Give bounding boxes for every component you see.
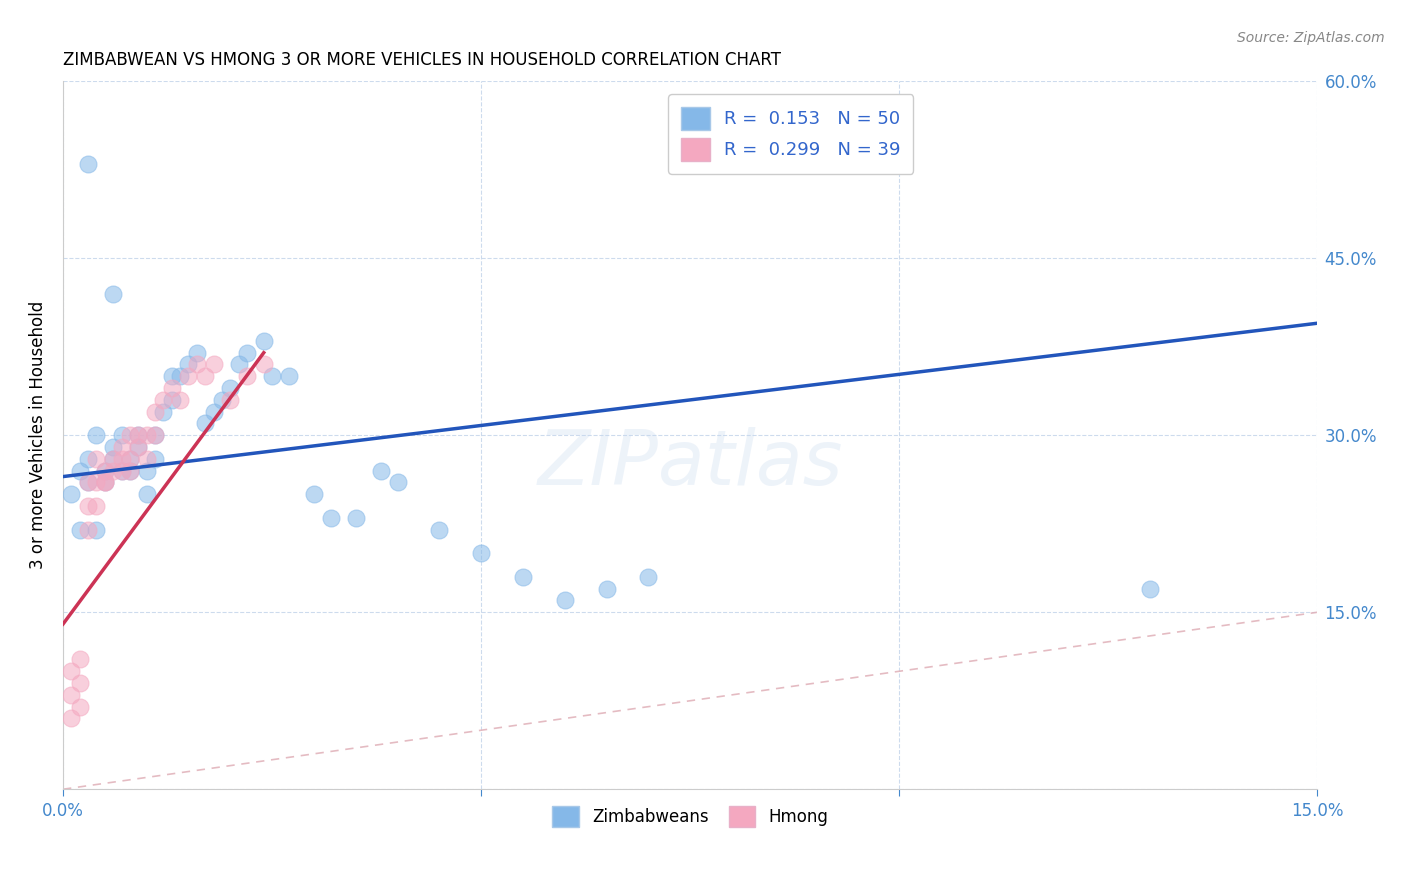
Point (236, 369, 259, 384)
Point (228, 358, 250, 372)
Point (110, 440, 132, 454)
Point (94, 464, 117, 478)
Point (77, 499, 100, 513)
Point (94, 475, 117, 490)
Point (211, 392, 233, 407)
Point (118, 428, 141, 442)
Point (103, 451, 125, 466)
Point (127, 428, 149, 442)
Text: ZIPatlas: ZIPatlas (537, 426, 844, 500)
Point (118, 464, 141, 478)
Point (470, 546, 492, 560)
Point (118, 451, 141, 466)
Text: Source: ZipAtlas.com: Source: ZipAtlas.com (1237, 31, 1385, 45)
Point (127, 440, 149, 454)
Point (69, 699, 91, 714)
Point (186, 358, 208, 372)
Point (370, 464, 392, 478)
Point (103, 451, 125, 466)
Point (302, 487, 325, 501)
Point (194, 417, 217, 431)
Point (143, 405, 166, 419)
Point (69, 676, 91, 690)
Point (262, 369, 284, 384)
Point (160, 392, 183, 407)
Point (160, 381, 183, 395)
Point (135, 451, 157, 466)
Point (152, 405, 174, 419)
Point (169, 369, 191, 384)
Point (143, 428, 166, 442)
Point (135, 487, 157, 501)
Point (186, 345, 208, 359)
Point (77, 475, 100, 490)
Y-axis label: 3 or more Vehicles in Household: 3 or more Vehicles in Household (30, 301, 46, 569)
Point (94, 475, 117, 490)
Point (427, 523, 450, 537)
Point (86, 475, 108, 490)
Point (202, 358, 225, 372)
Point (77, 475, 100, 490)
Point (86, 428, 108, 442)
Point (554, 593, 576, 607)
Point (86, 523, 108, 537)
Point (135, 428, 157, 442)
Point (69, 652, 91, 666)
Point (118, 464, 141, 478)
Point (202, 405, 225, 419)
Point (110, 464, 132, 478)
Point (160, 369, 183, 384)
Point (595, 582, 617, 596)
Point (236, 345, 259, 359)
Point (77, 157, 100, 171)
Point (60, 665, 83, 679)
Point (110, 464, 132, 478)
Point (60, 688, 83, 702)
Point (86, 451, 108, 466)
Point (169, 392, 191, 407)
Point (194, 369, 217, 384)
Point (77, 451, 100, 466)
Point (177, 369, 200, 384)
Point (177, 358, 200, 372)
Point (86, 499, 108, 513)
Point (512, 570, 534, 584)
Point (103, 464, 125, 478)
Point (94, 464, 117, 478)
Point (69, 523, 91, 537)
Point (77, 523, 100, 537)
Point (637, 570, 659, 584)
Point (127, 428, 149, 442)
Text: ZIMBABWEAN VS HMONG 3 OR MORE VEHICLES IN HOUSEHOLD CORRELATION CHART: ZIMBABWEAN VS HMONG 3 OR MORE VEHICLES I… (63, 51, 780, 69)
Point (60, 711, 83, 725)
Point (143, 451, 166, 466)
Point (103, 286, 125, 301)
Point (152, 392, 174, 407)
Point (143, 428, 166, 442)
Point (219, 392, 242, 407)
Point (127, 440, 149, 454)
Point (277, 369, 299, 384)
Point (253, 334, 276, 348)
Point (135, 464, 157, 478)
Point (110, 451, 132, 466)
Point (69, 464, 91, 478)
Point (1139, 582, 1161, 596)
Point (319, 511, 342, 525)
Point (344, 511, 367, 525)
Legend: Zimbabweans, Hmong: Zimbabweans, Hmong (546, 799, 835, 834)
Point (219, 381, 242, 395)
Point (60, 487, 83, 501)
Point (103, 440, 125, 454)
Point (94, 475, 117, 490)
Point (110, 428, 132, 442)
Point (118, 451, 141, 466)
Point (253, 358, 276, 372)
Point (387, 475, 409, 490)
